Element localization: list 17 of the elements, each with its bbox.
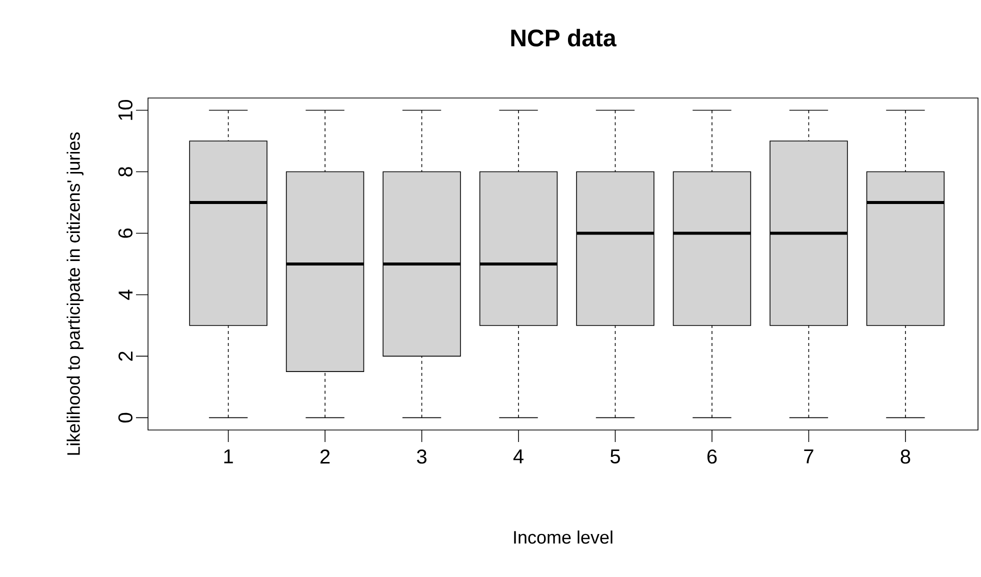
x-tick-label: 8 [900,450,910,464]
x-tick-label: 1 [224,450,233,464]
y-tick-label: 6 [118,228,132,238]
x-tick-label: 7 [804,450,814,464]
x-tick-label: 3 [416,450,426,464]
x-tick-label: 6 [707,450,717,464]
y-tick-label: 4 [118,290,132,300]
y-tick-label: 10 [118,100,132,120]
x-tick-label: 4 [513,450,524,464]
y-tick-label: 2 [118,352,132,361]
x-tick-label: 5 [610,450,620,464]
x-tick-label: 2 [320,450,330,464]
y-axis-title: Likelihood to participate in citizens' juries [66,132,84,455]
y-tick-label: 8 [118,167,132,176]
chart-title: NCP data [511,28,616,46]
x-axis-title: Income level [514,530,612,544]
y-tick-label: 0 [118,412,132,422]
